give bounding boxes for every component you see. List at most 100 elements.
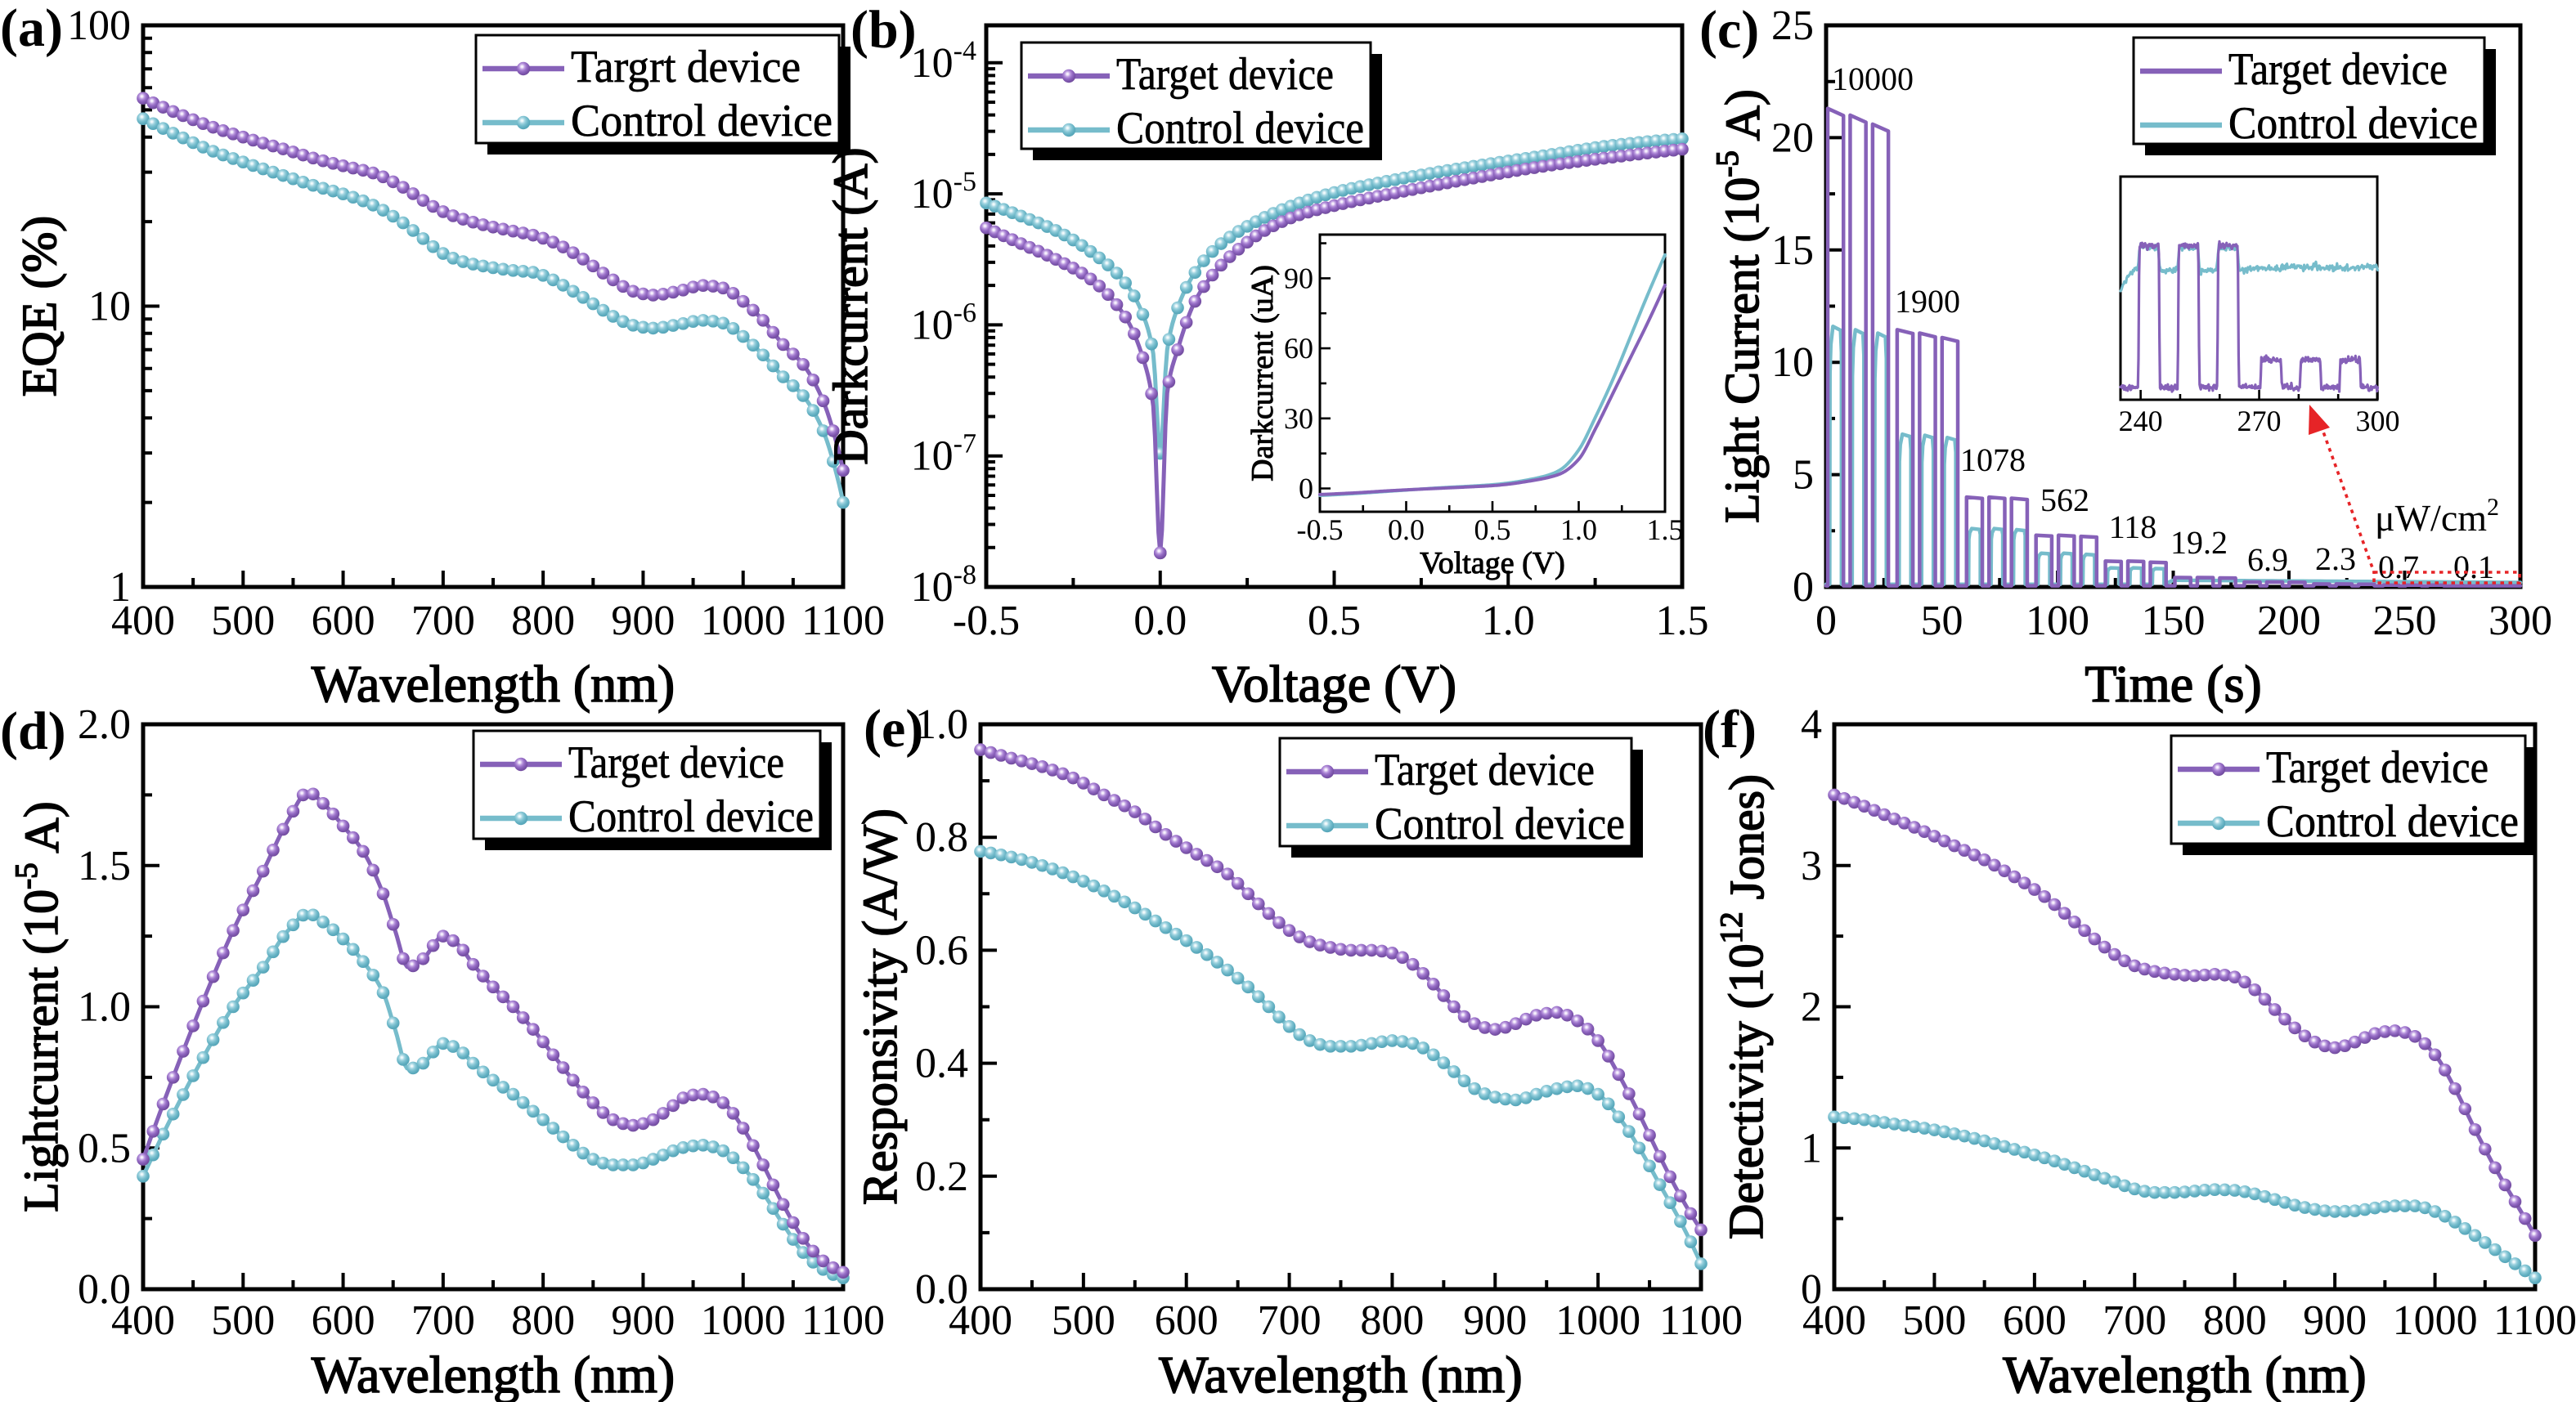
svg-text:Wavelength (nm): Wavelength (nm) [1159,1346,1522,1402]
svg-text:500: 500 [211,1297,275,1344]
svg-text:1.0: 1.0 [1482,598,1535,644]
svg-text:Lightcurrent (10-5 A): Lightcurrent (10-5 A) [9,801,69,1212]
svg-text:100: 100 [67,2,131,49]
svg-text:1: 1 [1801,1125,1822,1171]
svg-text:Target device: Target device [568,737,784,788]
svg-text:60: 60 [1284,332,1313,365]
svg-text:Control device: Control device [571,96,832,146]
svg-text:Target device: Target device [2266,742,2488,793]
svg-text:0: 0 [1793,564,1814,611]
svg-text:0.5: 0.5 [1474,513,1511,546]
svg-text:0: 0 [1815,598,1837,644]
svg-text:300: 300 [2488,598,2552,644]
svg-text:800: 800 [511,598,575,644]
svg-text:15: 15 [1771,227,1814,274]
svg-text:0.6: 0.6 [915,927,968,974]
svg-text:0.0: 0.0 [915,1266,968,1313]
svg-text:0.0: 0.0 [78,1266,131,1313]
svg-text:30: 30 [1284,402,1313,435]
svg-text:1100: 1100 [801,598,885,644]
svg-text:1000: 1000 [1555,1297,1640,1344]
svg-text:0: 0 [1299,473,1313,505]
svg-text:1.0: 1.0 [78,984,131,1031]
svg-text:270: 270 [2237,405,2282,437]
svg-text:3: 3 [1801,843,1822,889]
svg-text:Control device: Control device [1375,799,1625,849]
svg-text:1100: 1100 [1659,1297,1743,1344]
svg-text:Target device: Target device [1375,745,1595,795]
svg-text:1.5: 1.5 [1647,513,1684,546]
svg-text:4: 4 [1801,701,1822,748]
svg-text:EQE (%): EQE (%) [12,216,66,397]
svg-text:800: 800 [1360,1297,1424,1344]
svg-text:19.2: 19.2 [2170,524,2228,561]
svg-text:2.3: 2.3 [2315,540,2356,577]
svg-text:200: 200 [2257,598,2321,644]
svg-text:2: 2 [1801,984,1822,1031]
svg-text:600: 600 [1155,1297,1218,1344]
svg-text:10: 10 [1771,339,1814,386]
svg-text:400: 400 [111,598,175,644]
svg-text:700: 700 [2103,1297,2166,1344]
svg-text:Light Current (10-5 A): Light Current (10-5 A) [1710,89,1770,523]
svg-text:Control device: Control device [2266,796,2519,847]
svg-text:900: 900 [611,1297,675,1344]
svg-text:25: 25 [1771,2,1814,49]
svg-text:118: 118 [2109,508,2157,545]
svg-text:(e): (e) [864,699,923,759]
svg-text:900: 900 [611,598,675,644]
svg-text:Detectivity (1012 Jones): Detectivity (1012 Jones) [1714,774,1774,1239]
svg-text:10: 10 [88,284,131,330]
svg-text:(a): (a) [0,0,63,58]
svg-text:10000: 10000 [1832,60,1914,97]
svg-text:400: 400 [1802,1297,1866,1344]
svg-text:6.9: 6.9 [2247,541,2288,578]
svg-text:700: 700 [1258,1297,1322,1344]
svg-text:0.1: 0.1 [2453,549,2494,585]
svg-text:-0.5: -0.5 [953,598,1020,644]
svg-text:500: 500 [1902,1297,1966,1344]
svg-text:Control device: Control device [568,791,814,842]
svg-text:Darkcurrent (uA): Darkcurrent (uA) [1245,265,1280,482]
svg-text:90: 90 [1284,262,1313,294]
svg-text:500: 500 [211,598,275,644]
svg-text:0.0: 0.0 [1388,513,1425,546]
svg-text:Wavelength (nm): Wavelength (nm) [312,655,675,713]
svg-text:1100: 1100 [801,1297,885,1344]
svg-text:1.0: 1.0 [1560,513,1597,546]
svg-text:Voltage (V): Voltage (V) [1420,546,1565,580]
svg-text:600: 600 [312,1297,375,1344]
svg-text:1000: 1000 [2393,1297,2478,1344]
svg-text:1.0: 1.0 [915,701,968,748]
svg-text:(c): (c) [1699,0,1759,60]
svg-text:Target device: Target device [2228,44,2448,95]
svg-text:(b): (b) [850,0,917,60]
svg-text:900: 900 [2303,1297,2367,1344]
svg-text:0.7: 0.7 [2378,549,2419,585]
svg-text:μW/cm2: μW/cm2 [2375,494,2499,539]
svg-text:600: 600 [2003,1297,2067,1344]
svg-text:1.5: 1.5 [78,843,131,889]
svg-text:240: 240 [2119,405,2163,437]
svg-text:-0.5: -0.5 [1297,513,1344,546]
svg-text:150: 150 [2142,598,2206,644]
svg-text:1: 1 [110,564,131,611]
svg-text:700: 700 [411,1297,475,1344]
svg-text:400: 400 [111,1297,175,1344]
svg-text:250: 250 [2373,598,2437,644]
svg-text:1078: 1078 [1960,441,2026,478]
svg-text:0.4: 0.4 [915,1041,968,1087]
svg-text:1.5: 1.5 [1656,598,1709,644]
svg-text:Target device: Target device [1116,49,1334,100]
svg-text:0.8: 0.8 [915,814,968,861]
svg-text:800: 800 [2203,1297,2267,1344]
svg-text:2.0: 2.0 [78,701,131,748]
svg-text:Wavelength (nm): Wavelength (nm) [312,1346,675,1402]
svg-text:600: 600 [312,598,375,644]
svg-text:(f): (f) [1703,700,1757,759]
svg-text:50: 50 [1921,598,1963,644]
svg-text:20: 20 [1771,114,1814,161]
svg-text:Time (s): Time (s) [2085,655,2261,713]
svg-text:0.5: 0.5 [1308,598,1361,644]
svg-text:562: 562 [2040,482,2089,518]
